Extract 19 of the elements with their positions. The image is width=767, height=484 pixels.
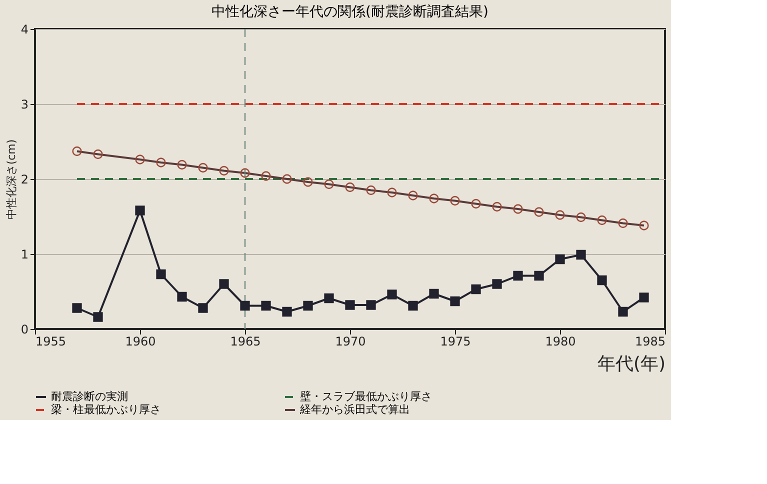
x-tick-label: 1980 [545,334,576,348]
y-tick-label: 2 [20,172,28,186]
x-tick-label: 1985 [634,334,666,348]
chart-title: 中性化深さー年代の関係(耐震診断調査結果) [212,4,488,20]
legend-label: 経年から浜田式で算出 [299,403,410,416]
x-axis-title: 年代(年) [597,354,666,374]
x-tick-label: 1960 [125,334,156,348]
legend-label: 梁・柱最低かぶり厚さ [51,403,161,416]
x-tick-label: 1975 [440,334,471,348]
y-axis-title: 中性化深さ(cm) [4,139,18,220]
x-tick-label: 1955 [36,334,66,348]
y-tick-label: 3 [20,98,28,112]
x-tick-label: 1970 [335,334,366,348]
y-tick-label: 0 [20,322,28,336]
legend-label: 壁・スラブ最低かぶり厚さ [300,390,432,403]
y-tick-label: 4 [20,22,28,36]
legend-label: 耐震診断の実測 [51,390,128,403]
x-tick-label: 1965 [230,334,261,348]
y-tick-label: 1 [20,248,28,262]
